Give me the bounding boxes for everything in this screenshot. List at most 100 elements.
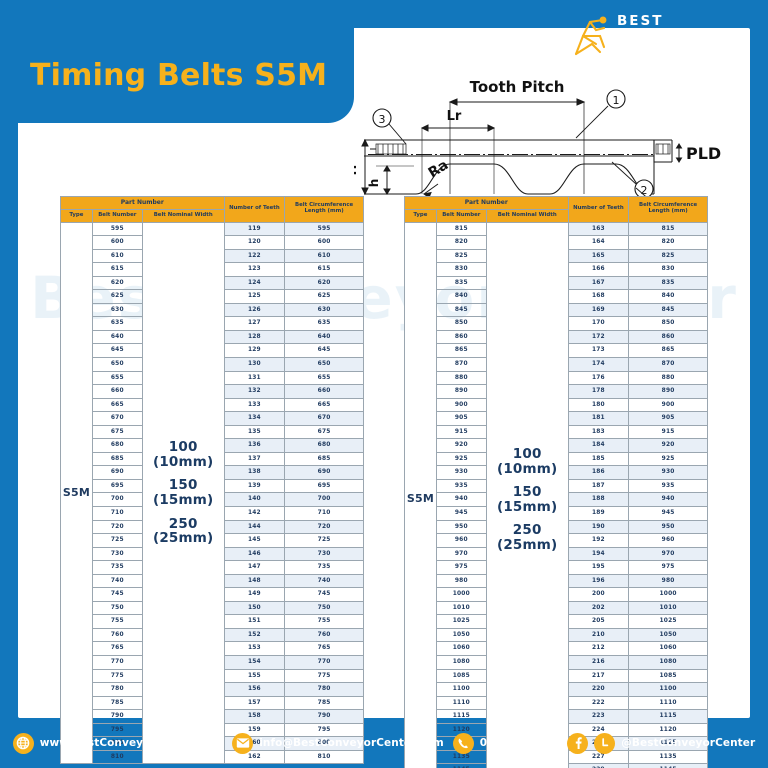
- cell-belt-number: 725: [91, 533, 143, 548]
- cell-belt-circumference-length: 795: [284, 722, 364, 738]
- cell-number-of-teeth: 192: [567, 533, 630, 548]
- cell-belt-number: 1010: [435, 600, 487, 616]
- table-row: 865 173 865: [405, 343, 708, 358]
- cell-belt-nominal-width: 100 (10mm) 150 (15mm) 250 (25mm): [485, 221, 569, 768]
- cell-number-of-teeth: 168: [567, 289, 630, 304]
- cell-belt-circumference-length: 740: [284, 573, 364, 589]
- cell-number-of-teeth: 184: [567, 438, 630, 453]
- cell-belt-circumference-length: 870: [628, 357, 708, 372]
- table-row: S5M 595 100 (10mm) 150 (15mm) 250 (25mm) 119 595: [60, 221, 364, 765]
- cell-number-of-teeth: 157: [223, 695, 286, 711]
- table-row: 1080 216 1080: [405, 655, 708, 670]
- cell-belt-number: 1025: [435, 614, 487, 629]
- footer-email-label: info@BestConveyorCenter.com: [259, 737, 444, 749]
- cell-belt-number: 900: [435, 397, 487, 413]
- cell-number-of-teeth: 136: [223, 438, 286, 453]
- cell-belt-circumference-length: 1000: [628, 587, 708, 602]
- cell-number-of-teeth: 158: [223, 709, 286, 724]
- cell-belt-number: 905: [435, 411, 487, 426]
- cell-belt-circumference-length: 775: [284, 668, 364, 684]
- footer-phone[interactable]: 086-3272600: [452, 732, 559, 754]
- table-row: 930 186 930: [405, 465, 708, 480]
- cell-belt-circumference-length: 1115: [628, 709, 708, 724]
- cell-belt-number: 615: [91, 262, 143, 277]
- cell-belt-circumference-length: 785: [284, 695, 364, 711]
- svg-text:2: 2: [641, 184, 648, 197]
- cell-type: S5M: [404, 221, 437, 768]
- cell-number-of-teeth: 186: [567, 465, 630, 480]
- cell-number-of-teeth: 183: [567, 424, 630, 440]
- table-row: 1120 224 1120: [405, 722, 708, 738]
- table-row: 760 152 760: [61, 627, 364, 643]
- cell-belt-circumference-length: 600: [284, 235, 364, 250]
- cell-number-of-teeth: 146: [223, 546, 286, 562]
- header-part-number: Part Number: [404, 196, 569, 210]
- spec-table-left-body: S5M 595 100 (10mm) 150 (15mm) 250 (25mm) 119 595 6…: [60, 221, 364, 765]
- table-row: 790 158 790: [61, 709, 364, 724]
- cell-belt-circumference-length: 730: [284, 546, 364, 562]
- cell-belt-number: 835: [435, 275, 487, 291]
- cell-belt-number: 645: [91, 343, 143, 358]
- cell-belt-circumference-length: 845: [628, 302, 708, 318]
- table-row: 615 123 615: [61, 262, 364, 277]
- title-band: Timing Belts S5M: [18, 28, 354, 123]
- table-row: 745 149 745: [61, 587, 364, 602]
- table-row: 620 124 620: [61, 275, 364, 291]
- cell-belt-number: 915: [435, 424, 487, 440]
- cell-number-of-teeth: 172: [567, 329, 630, 345]
- cell-number-of-teeth: 224: [567, 722, 630, 738]
- cell-belt-number: 825: [435, 248, 487, 264]
- svg-text:H: H: [354, 165, 360, 176]
- cell-number-of-teeth: 145: [223, 533, 286, 548]
- cell-belt-number: 935: [435, 478, 487, 494]
- footer-social[interactable]: @BestConveyorCenter: [567, 732, 756, 754]
- table-row: 765 153 765: [61, 641, 364, 657]
- cell-number-of-teeth: 154: [223, 655, 286, 670]
- cell-number-of-teeth: 155: [223, 668, 286, 684]
- table-row: 1050 210 1050: [405, 627, 708, 643]
- cell-number-of-teeth: 196: [567, 573, 630, 589]
- svg-text:Lr: Lr: [447, 109, 462, 124]
- cell-belt-circumference-length: 615: [284, 262, 364, 277]
- cell-belt-number: 1080: [435, 655, 487, 670]
- cell-belt-number: 690: [91, 465, 143, 480]
- footer-social-label: @BestConveyorCenter: [621, 737, 756, 749]
- cell-number-of-teeth: 125: [223, 289, 286, 304]
- cell-belt-circumference-length: 800: [284, 736, 364, 751]
- facebook-icon[interactable]: [567, 732, 589, 754]
- cell-belt-circumference-length: 780: [284, 682, 364, 697]
- footer-website[interactable]: www.BestConveyorCenter.com: [12, 732, 224, 754]
- line-icon[interactable]: [594, 732, 616, 754]
- header-part-number: Part Number: [60, 196, 225, 210]
- spec-table-right-body: S5M 815 100 (10mm) 150 (15mm) 250 (25mm) 163 815 8…: [404, 221, 708, 768]
- table-row: 860 172 860: [405, 329, 708, 345]
- cell-belt-circumference-length: 595: [284, 221, 364, 237]
- envelope-icon: [232, 732, 254, 754]
- cell-number-of-teeth: 127: [223, 316, 286, 331]
- table-row: 670 134 670: [61, 411, 364, 426]
- table-row: 645 129 645: [61, 343, 364, 358]
- cell-belt-circumference-length: 670: [284, 411, 364, 426]
- cell-belt-circumference-length: 675: [284, 424, 364, 440]
- cell-number-of-teeth: 130: [223, 357, 286, 372]
- cell-belt-circumference-length: 690: [284, 465, 364, 480]
- cell-belt-circumference-length: 720: [284, 519, 364, 535]
- page-title: Timing Belts S5M: [30, 58, 328, 93]
- cell-number-of-teeth: 129: [223, 343, 286, 358]
- cell-belt-number: 670: [91, 411, 143, 426]
- cell-belt-circumference-length: 975: [628, 560, 708, 575]
- footer-email[interactable]: info@BestConveyorCenter.com: [232, 732, 444, 754]
- cell-number-of-teeth: 205: [567, 614, 630, 629]
- cell-belt-circumference-length: 695: [284, 478, 364, 494]
- cell-type: S5M: [60, 221, 93, 765]
- cell-belt-number: 925: [435, 451, 487, 467]
- cell-belt-circumference-length: 640: [284, 329, 364, 345]
- table-row: 1010 202 1010: [405, 600, 708, 616]
- brand-logo: BEST CONVEYOR CENTER: [570, 10, 750, 62]
- cell-number-of-teeth: 124: [223, 275, 286, 291]
- cell-belt-number: 850: [435, 316, 487, 331]
- cell-belt-circumference-length: 1120: [628, 722, 708, 738]
- table-row: 655 131 655: [61, 370, 364, 386]
- cell-belt-number: 860: [435, 329, 487, 345]
- cell-number-of-teeth: 181: [567, 411, 630, 426]
